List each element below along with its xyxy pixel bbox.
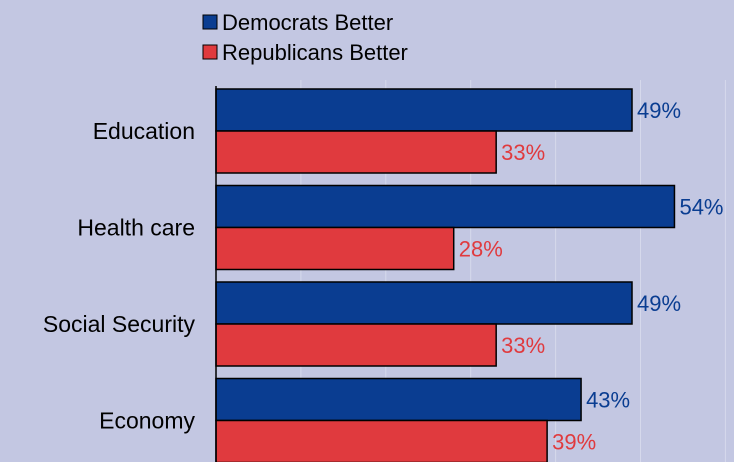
bar-democrats (215, 377, 582, 422)
bar-republicans (215, 130, 497, 174)
legend-label-republicans: Republicans Better (222, 40, 408, 65)
data-label: 49% (637, 291, 681, 316)
data-label: 33% (501, 333, 545, 358)
legend-label-democrats: Democrats Better (222, 10, 393, 35)
bar-democrats (215, 281, 633, 325)
data-label: 33% (501, 140, 545, 165)
data-label: 39% (552, 430, 596, 455)
bar-democrats (215, 184, 676, 229)
data-label: 28% (459, 237, 503, 262)
data-label: 49% (637, 98, 681, 123)
bar-democrats (215, 88, 633, 132)
data-label: 43% (586, 388, 630, 413)
category-label: Health care (77, 215, 195, 241)
legend-swatch-republicans (202, 44, 218, 60)
bar-republicans (215, 323, 497, 367)
legend-swatch-democrats (202, 14, 218, 30)
category-label: Social Security (43, 311, 196, 337)
category-label: Economy (99, 408, 195, 434)
data-label: 54% (679, 195, 723, 220)
bar-republicans (215, 419, 548, 462)
bar-republicans (215, 226, 455, 271)
category-label: Education (93, 118, 195, 144)
